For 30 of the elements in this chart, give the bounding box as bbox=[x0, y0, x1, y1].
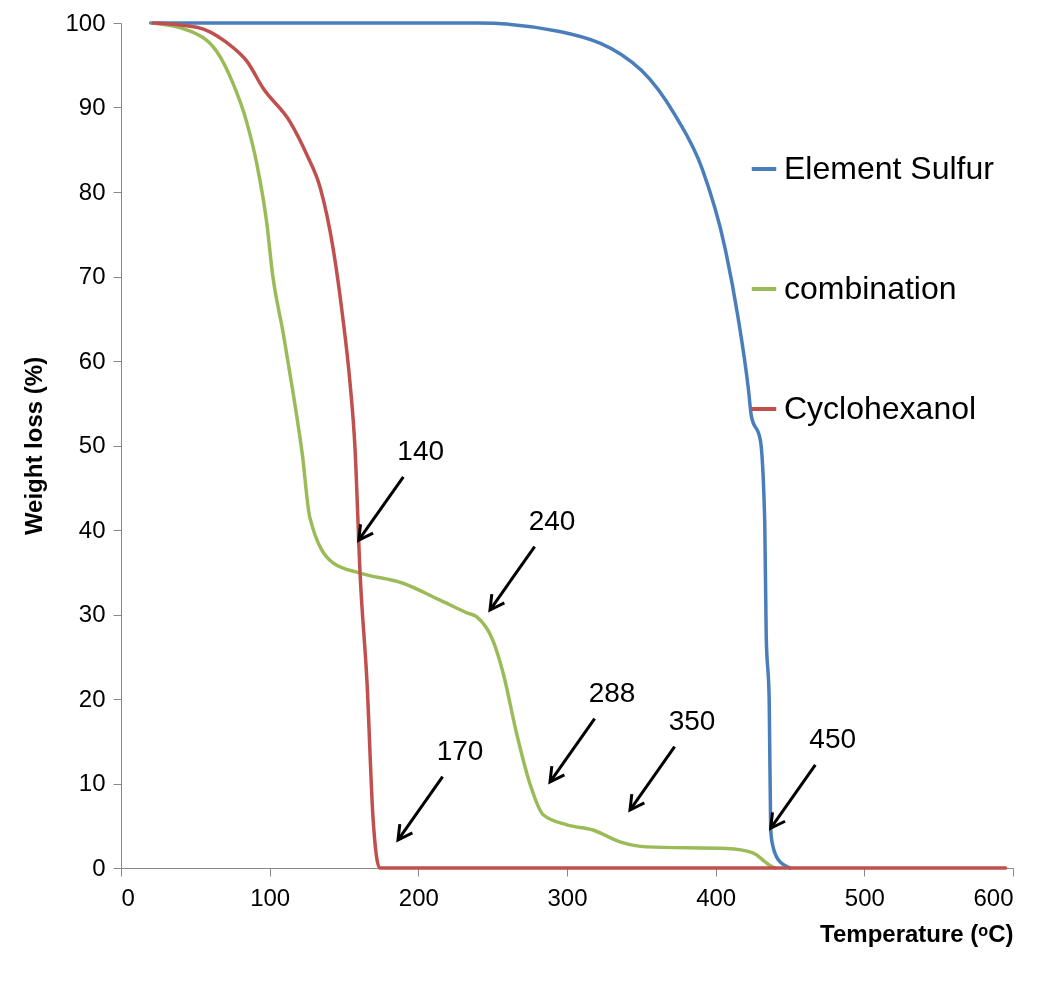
legend-label: Cyclohexanol bbox=[784, 390, 977, 426]
annotation: 350 bbox=[668, 705, 716, 736]
x-tick-label: 500 bbox=[844, 883, 885, 911]
y-tick-label: 10 bbox=[78, 769, 106, 796]
y-tick-label: 30 bbox=[78, 600, 106, 627]
line-series bbox=[151, 21, 1008, 870]
y-tick-label: 100 bbox=[65, 8, 106, 36]
x-tick-label: 0 bbox=[121, 883, 135, 911]
x-tick-label: 600 bbox=[973, 883, 1014, 911]
annotation: 170 bbox=[436, 735, 484, 766]
y-tick-label: 70 bbox=[78, 262, 106, 289]
legend-label: combination bbox=[784, 270, 957, 306]
x-tick-label: 200 bbox=[398, 883, 439, 911]
x-tick-label: 100 bbox=[250, 883, 291, 911]
legend-label: Element Sulfur bbox=[784, 150, 995, 186]
annotation: 140 bbox=[397, 435, 445, 467]
y-tick-label: 40 bbox=[78, 515, 106, 543]
annotation: 240 bbox=[528, 505, 576, 536]
y-tick-label: 90 bbox=[78, 93, 106, 120]
y-tick-label: 80 bbox=[78, 177, 106, 205]
y-tick-label: 60 bbox=[78, 346, 106, 374]
x-tick-label: 300 bbox=[547, 883, 588, 911]
x-axis-title: Temperature (ᵒC) bbox=[820, 919, 1014, 947]
y-tick-label: 0 bbox=[92, 853, 106, 881]
x-tick-label: 400 bbox=[696, 883, 737, 911]
annotation: 450 bbox=[809, 723, 857, 755]
y-axis-title: Weight loss (%) bbox=[20, 356, 48, 536]
y-tick-label: 50 bbox=[78, 431, 106, 458]
annotation: 288 bbox=[588, 677, 636, 708]
y-tick-label: 20 bbox=[78, 684, 106, 712]
